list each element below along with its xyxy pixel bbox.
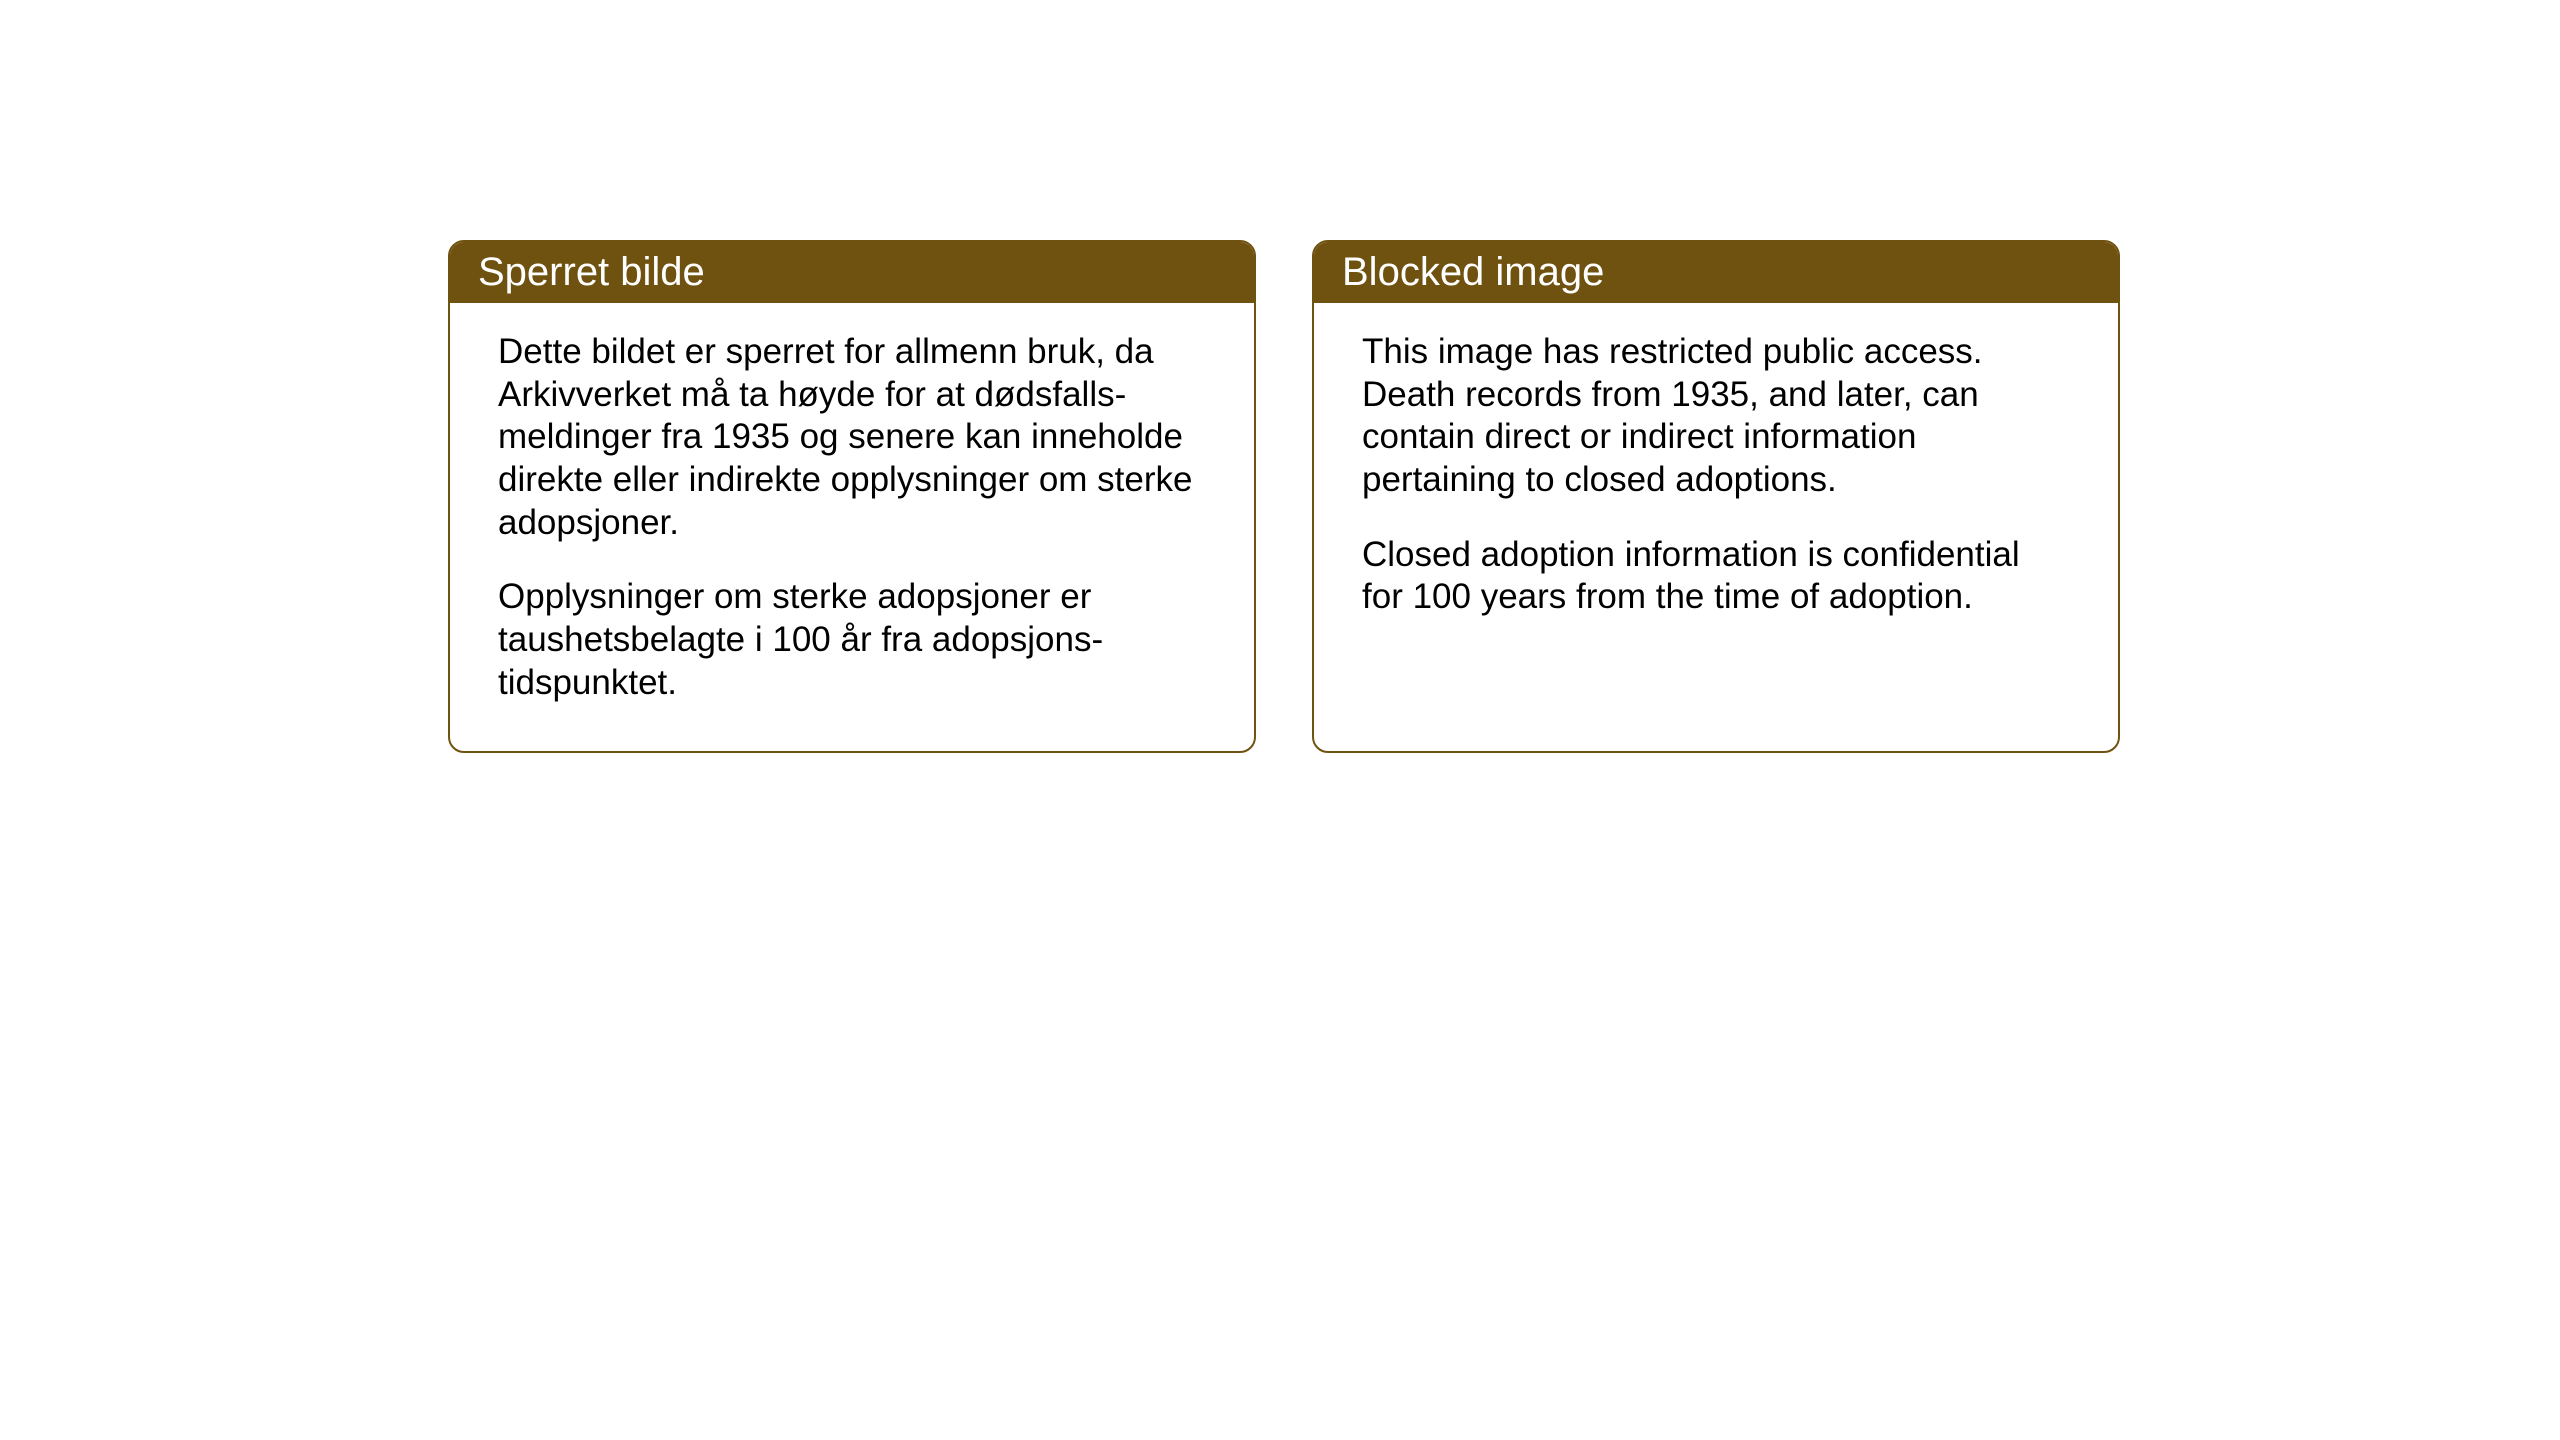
norwegian-paragraph-2: Opplysninger om sterke adopsjoner er tau… bbox=[498, 576, 1206, 704]
english-card-title: Blocked image bbox=[1314, 242, 2118, 303]
norwegian-paragraph-1: Dette bildet er sperret for allmenn bruk… bbox=[498, 331, 1206, 544]
english-paragraph-2: Closed adoption information is confident… bbox=[1362, 534, 2070, 619]
english-paragraph-1: This image has restricted public access.… bbox=[1362, 331, 2070, 502]
norwegian-notice-card: Sperret bilde Dette bildet er sperret fo… bbox=[448, 240, 1256, 753]
english-notice-card: Blocked image This image has restricted … bbox=[1312, 240, 2120, 753]
norwegian-card-title: Sperret bilde bbox=[450, 242, 1254, 303]
norwegian-card-body: Dette bildet er sperret for allmenn bruk… bbox=[450, 303, 1254, 745]
english-card-body: This image has restricted public access.… bbox=[1314, 303, 2118, 659]
notice-container: Sperret bilde Dette bildet er sperret fo… bbox=[448, 240, 2120, 753]
